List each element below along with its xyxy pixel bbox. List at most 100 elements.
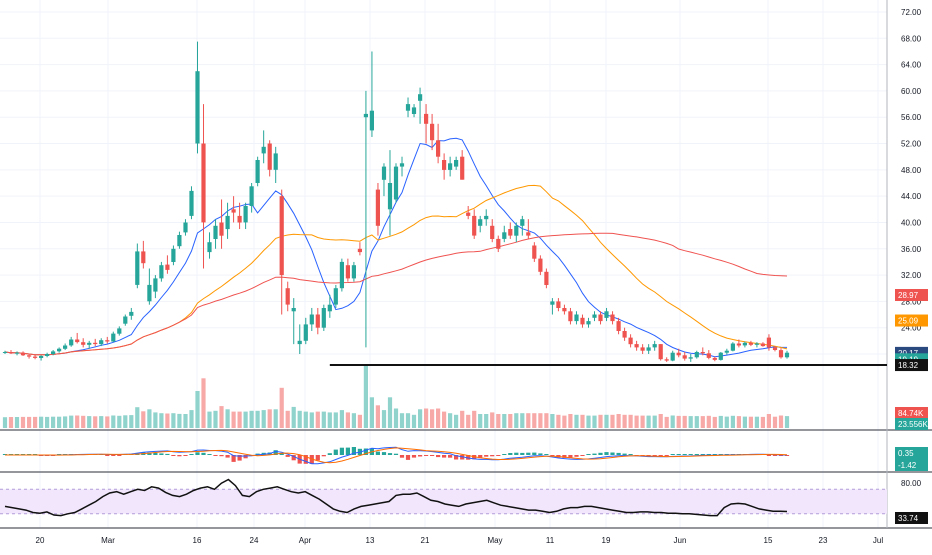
macd-histogram-bar bbox=[171, 455, 176, 456]
candle-body bbox=[63, 345, 68, 349]
volume-bar bbox=[39, 416, 44, 428]
macd-histogram-bar bbox=[718, 454, 723, 455]
candle-body bbox=[472, 215, 477, 236]
volume-bar bbox=[520, 413, 525, 428]
candle-body bbox=[736, 343, 741, 346]
volume-bar bbox=[129, 415, 134, 428]
candle-body bbox=[303, 324, 308, 341]
macd-histogram-bar bbox=[448, 455, 453, 458]
candle-body bbox=[664, 359, 669, 361]
rsi-line bbox=[4, 478, 788, 517]
macd-histogram-bar bbox=[586, 454, 591, 455]
x-tick-label: Jul bbox=[873, 536, 883, 545]
candle-body bbox=[658, 344, 663, 360]
macd-histogram-bar bbox=[255, 453, 260, 455]
volume-bar bbox=[171, 413, 176, 428]
volume-bar bbox=[622, 414, 627, 428]
volume-bar bbox=[514, 413, 519, 428]
macd-histogram-bar bbox=[688, 454, 693, 455]
volume-bar bbox=[93, 416, 98, 428]
volume-bar bbox=[526, 413, 531, 428]
volume-bar bbox=[700, 416, 705, 428]
candle-body bbox=[123, 316, 128, 324]
candle-body bbox=[706, 353, 711, 358]
macd-label-bg bbox=[895, 459, 928, 471]
volume-bar bbox=[646, 415, 651, 428]
candle-body bbox=[598, 314, 603, 322]
candle-body bbox=[700, 352, 705, 354]
macd-histogram-bar bbox=[327, 453, 332, 455]
candle-body bbox=[772, 347, 778, 350]
candle-body bbox=[195, 71, 200, 144]
candle-body bbox=[580, 317, 585, 325]
macd-histogram-bar bbox=[478, 455, 483, 459]
y-tick-label: 24.00 bbox=[901, 324, 922, 333]
candle-body bbox=[291, 308, 296, 312]
volume-bar bbox=[261, 410, 266, 428]
macd-histogram-bar bbox=[580, 455, 585, 456]
candle-body bbox=[327, 304, 332, 312]
macd-histogram-bar bbox=[111, 455, 116, 456]
x-tick-label: 24 bbox=[250, 536, 259, 545]
macd-histogram-bar bbox=[514, 452, 519, 455]
volume-bar bbox=[478, 414, 483, 428]
y-tick-label: 56.00 bbox=[901, 113, 922, 122]
candle-body bbox=[297, 340, 302, 345]
volume-bar bbox=[237, 411, 242, 428]
volume-bar bbox=[778, 415, 784, 428]
candle-body bbox=[309, 314, 314, 325]
macd-histogram-bar bbox=[411, 455, 417, 458]
candle-body bbox=[466, 212, 471, 216]
volume-bar bbox=[556, 414, 561, 428]
volume-bar bbox=[616, 414, 621, 428]
price-label-bg bbox=[895, 359, 928, 372]
volume-bar bbox=[51, 416, 56, 428]
candle-body bbox=[375, 189, 380, 226]
rsi-tick-label: 80.00 bbox=[901, 479, 922, 488]
macd-histogram-bar bbox=[339, 447, 344, 455]
volume-bar bbox=[472, 410, 477, 428]
volume-bar bbox=[730, 415, 735, 428]
candle-body bbox=[81, 342, 86, 345]
volume-bar bbox=[375, 405, 380, 428]
volume-bar bbox=[309, 412, 314, 428]
volume-bar bbox=[502, 414, 507, 428]
volume-bar bbox=[742, 416, 747, 428]
macd-histogram-bar bbox=[490, 455, 495, 457]
candle-body bbox=[766, 337, 771, 348]
candle-body bbox=[111, 333, 116, 342]
volume-bar bbox=[165, 413, 170, 428]
macd-histogram-bar bbox=[189, 454, 194, 455]
candle-body bbox=[255, 160, 260, 183]
y-tick-label: 64.00 bbox=[901, 61, 922, 70]
volume-bar bbox=[339, 410, 344, 428]
candle-body bbox=[261, 146, 266, 154]
volume-bar bbox=[436, 408, 441, 428]
volume-bar bbox=[772, 416, 778, 428]
candle-body bbox=[99, 340, 104, 345]
macd-histogram-bar bbox=[520, 452, 525, 455]
macd-histogram-bar bbox=[381, 452, 387, 455]
volume-bar bbox=[411, 414, 417, 428]
candle-body bbox=[526, 232, 531, 236]
candle-body bbox=[2, 352, 8, 353]
candle-body bbox=[213, 225, 218, 239]
candle-body bbox=[418, 94, 423, 101]
candle-body bbox=[622, 331, 627, 338]
candle-body bbox=[351, 265, 356, 279]
candle-body bbox=[279, 196, 284, 276]
volume-bar bbox=[562, 415, 567, 428]
macd-histogram-bar bbox=[147, 452, 152, 455]
candle-body bbox=[724, 350, 729, 353]
candle-body bbox=[556, 301, 561, 308]
macd-histogram-bar bbox=[568, 455, 573, 458]
candle-body bbox=[201, 143, 206, 223]
macd-histogram-bar bbox=[177, 455, 182, 457]
candle-body bbox=[478, 219, 483, 226]
volume-bar bbox=[231, 411, 236, 428]
volume-bar bbox=[424, 408, 429, 428]
macd-histogram-bar bbox=[658, 455, 663, 456]
candle-body bbox=[562, 308, 567, 312]
y-tick-label: 44.00 bbox=[901, 192, 922, 201]
